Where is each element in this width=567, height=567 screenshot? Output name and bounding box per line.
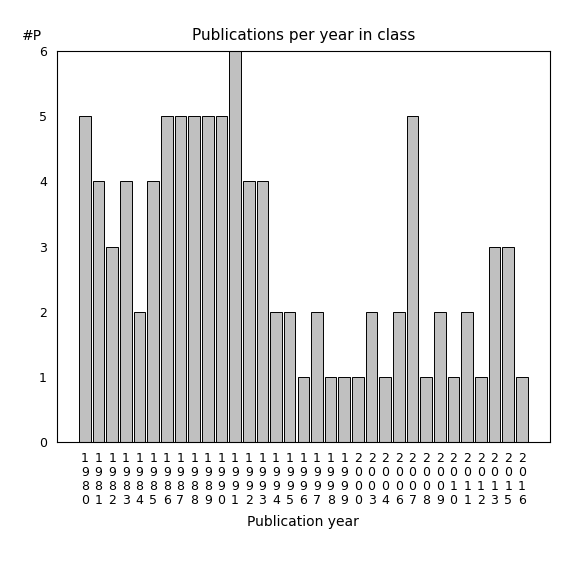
Bar <box>475 377 486 442</box>
Bar <box>502 247 514 442</box>
Bar <box>366 312 378 442</box>
Bar <box>298 377 309 442</box>
Title: Publications per year in class: Publications per year in class <box>192 28 415 43</box>
Bar <box>420 377 432 442</box>
Bar <box>120 181 132 442</box>
Bar <box>257 181 268 442</box>
X-axis label: Publication year: Publication year <box>247 515 359 530</box>
Bar <box>434 312 446 442</box>
Bar <box>516 377 527 442</box>
Bar <box>489 247 500 442</box>
Bar <box>462 312 473 442</box>
Bar <box>407 116 418 442</box>
Bar <box>284 312 295 442</box>
Bar <box>243 181 255 442</box>
Bar <box>161 116 172 442</box>
Bar <box>448 377 459 442</box>
Bar <box>393 312 405 442</box>
Bar <box>93 181 104 442</box>
Bar <box>325 377 336 442</box>
Bar <box>175 116 187 442</box>
Bar <box>147 181 159 442</box>
Bar <box>107 247 118 442</box>
Bar <box>338 377 350 442</box>
Bar <box>202 116 214 442</box>
Bar <box>379 377 391 442</box>
Text: #P: #P <box>22 29 43 43</box>
Bar <box>270 312 282 442</box>
Bar <box>79 116 91 442</box>
Bar <box>215 116 227 442</box>
Bar <box>229 51 241 442</box>
Bar <box>352 377 364 442</box>
Bar <box>134 312 145 442</box>
Bar <box>188 116 200 442</box>
Bar <box>311 312 323 442</box>
